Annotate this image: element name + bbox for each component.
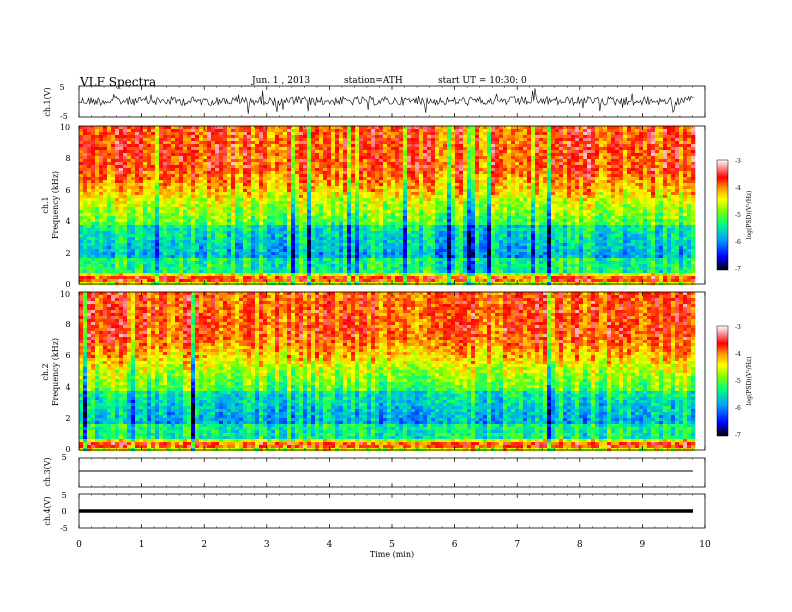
- ch1-ytick-bottom: -5: [60, 112, 68, 121]
- cb1-tick-4: -4: [735, 185, 741, 192]
- spec1-ytick-8: 8: [65, 154, 70, 163]
- ch4-ytick-top: 5: [61, 491, 66, 500]
- spec2-ylabel: Frequency (kHz): [51, 338, 60, 406]
- time-tick-label-2: 2: [201, 540, 207, 550]
- time-axis-ticks: [78, 86, 706, 528]
- cb1-tick-6: -6: [735, 239, 741, 246]
- ch4-waveform-panel: 5 0 -5 ch.4(V): [43, 491, 706, 533]
- ch3-ytick-top: 5: [61, 453, 66, 462]
- spec2-colorbar: -3 -4 -5 -6 -7 log(PSD)(V²/Hz): [716, 324, 753, 439]
- ch1-trace: [78, 88, 694, 114]
- time-tick-label-5: 5: [389, 540, 395, 550]
- cb2-tick-6: -6: [735, 405, 741, 412]
- ch3-ylabel: ch.3(V): [43, 457, 52, 486]
- spec1-ytick-10: 10: [60, 123, 70, 132]
- cb1-tick-7: -7: [735, 266, 741, 273]
- cb2-tick-5: -5: [735, 378, 741, 385]
- ch1-ylabel: ch.1(V): [43, 87, 52, 116]
- ch2-spectrogram-panel: 0 2 4 6 8 10 ch.2 Frequency (kHz): [41, 290, 706, 454]
- start-time-label: start UT = 10:30: 0: [438, 76, 527, 86]
- spec2-ytick-6: 6: [65, 351, 70, 360]
- spec2-ytick-10: 10: [60, 290, 70, 299]
- ch4-ylabel: ch.4(V): [43, 496, 52, 525]
- cb2-tick-3: -3: [735, 324, 741, 331]
- ch3-frame: [78, 457, 706, 488]
- time-tick-label-6: 6: [452, 540, 458, 550]
- ch4-ytick-mid: 0: [61, 507, 66, 516]
- time-axis-tick-labels: 0 1 2 3 4 5 6 7 8 9 10: [76, 540, 711, 550]
- spec2-ytick-8: 8: [65, 320, 70, 329]
- time-axis-label: Time (min): [370, 550, 414, 559]
- time-tick-label-1: 1: [139, 540, 145, 550]
- spec1-channel-label: ch.1: [41, 196, 50, 213]
- time-tick-label-0: 0: [76, 540, 82, 550]
- spec2-ytick-4: 4: [65, 383, 70, 392]
- spec1-ytick-4: 4: [65, 217, 70, 226]
- cb2-label: log(PSD)(V²/Hz): [746, 357, 753, 406]
- ch2-spectrogram-image: [79, 292, 696, 452]
- spec2-channel-label: ch.2: [41, 363, 50, 380]
- ch3-waveform-panel: 5 ch.3(V): [43, 453, 706, 488]
- spec2-colorbar-gradient: [716, 325, 729, 437]
- time-tick-label-7: 7: [514, 540, 520, 550]
- ch4-ytick-bottom: -5: [60, 524, 68, 533]
- cb2-tick-4: -4: [735, 351, 741, 358]
- spec2-ytick-2: 2: [65, 414, 70, 423]
- spec2-ytick-0: 0: [65, 445, 70, 454]
- ch1-ytick-top: 5: [59, 83, 64, 92]
- station-label: station=ATH: [344, 76, 403, 86]
- cb2-tick-7: -7: [735, 432, 741, 439]
- ch1-frame: [78, 85, 706, 118]
- time-tick-label-10: 10: [699, 540, 711, 550]
- cb1-label: log(PSD)(V²/Hz): [746, 191, 753, 240]
- spec1-ylabel: Frequency (kHz): [51, 171, 60, 239]
- cb1-tick-3: -3: [735, 158, 741, 165]
- spec1-ytick-0: 0: [65, 280, 70, 289]
- date-label: Jun. 1 , 2013: [252, 76, 311, 86]
- spec1-ytick-6: 6: [65, 186, 70, 195]
- time-tick-label-9: 9: [640, 540, 646, 550]
- time-tick-label-8: 8: [577, 540, 583, 550]
- spec1-colorbar-gradient: [716, 159, 729, 271]
- cb1-tick-5: -5: [735, 212, 741, 219]
- time-tick-label-4: 4: [327, 540, 333, 550]
- time-tick-label-3: 3: [264, 540, 270, 550]
- ch1-spectrogram-image: [79, 126, 696, 286]
- figure-title: VLF Spectra: [80, 75, 157, 89]
- ch1-spectrogram-panel: 0 2 4 6 8 10 ch.1 Frequency (kHz): [41, 123, 706, 289]
- spec1-ytick-2: 2: [65, 249, 70, 258]
- spec1-colorbar: -3 -4 -5 -6 -7 log(PSD)(V²/Hz): [716, 158, 753, 273]
- ch1-waveform-panel: 5 -5 ch.1(V): [43, 83, 706, 121]
